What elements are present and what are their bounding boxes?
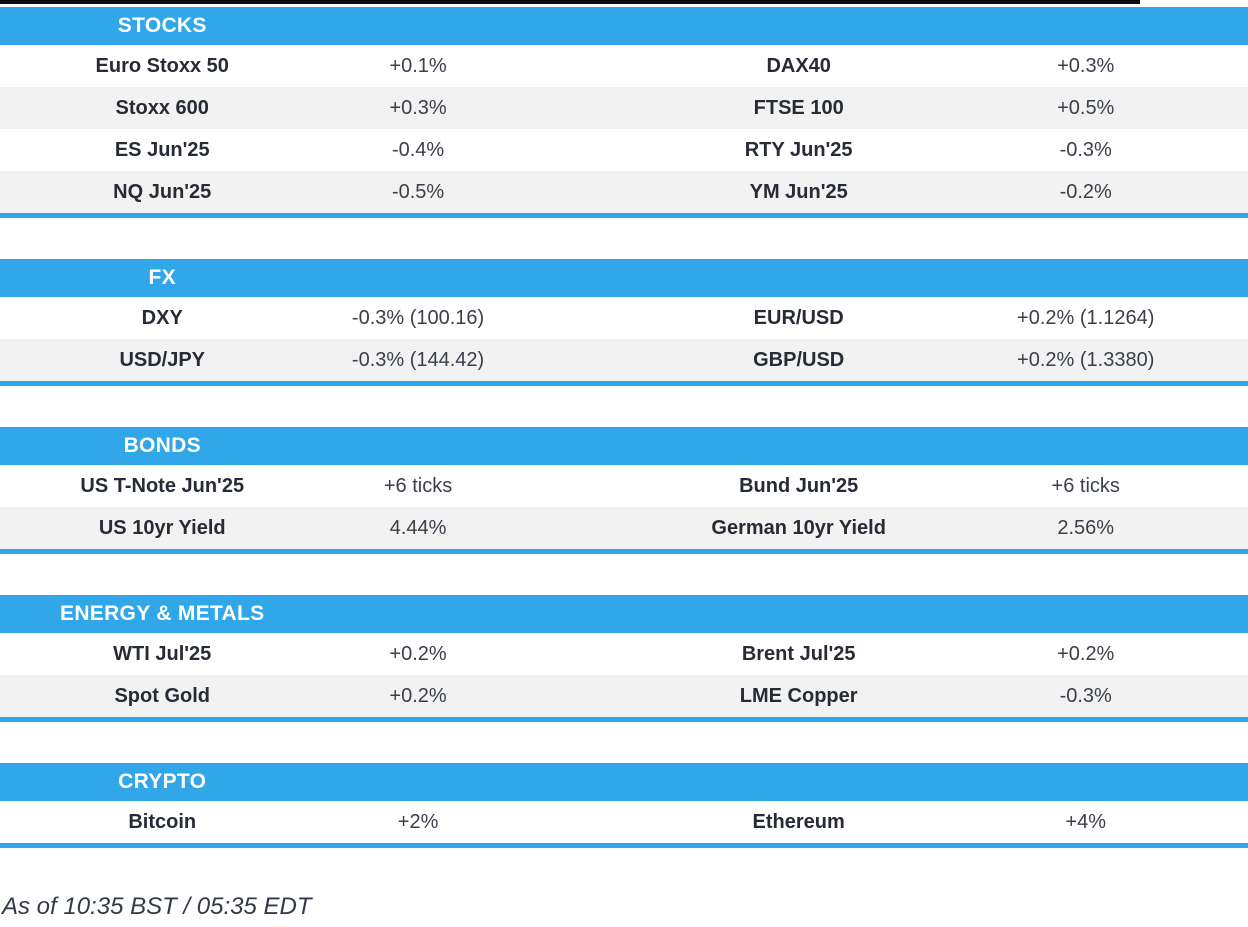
instrument-label: Bund Jun'25 [739,474,859,497]
instrument-value: -0.3% (100.16) [351,306,485,329]
instrument-label: RTY Jun'25 [744,138,853,161]
instrument-label: LME Copper [739,684,858,707]
market-sections: STOCKS Euro Stoxx 50 +0.1% DAX40 +0.3% Stoxx … [0,7,1248,848]
instrument-value: -0.3% [1059,684,1112,707]
instrument-value: +6 ticks [383,474,453,497]
table-row: Bitcoin +2% Ethereum +4% [0,801,1248,843]
instrument-label: Ethereum [752,810,845,833]
instrument-value: +0.1% [389,54,447,77]
instrument-value: -0.3% [1059,138,1112,161]
section-title: FX [148,266,176,289]
section-title: BONDS [123,434,201,457]
instrument-label: YM Jun'25 [749,180,848,203]
instrument-value: +6 ticks [1051,474,1120,497]
instrument-label: Spot Gold [114,684,210,707]
instrument-value: +0.2% [389,642,447,665]
instrument-value: +0.2% [389,684,447,707]
instrument-value: +0.2% (1.3380) [1017,348,1155,371]
table-row: USD/JPY -0.3% (144.42) GBP/USD +0.2% (1.338… [0,339,1248,381]
section-header-fx: FX [0,259,1248,297]
instrument-value: +0.3% [389,96,447,119]
instrument-value: 4.44% [389,516,447,539]
instrument-label: DXY [141,306,183,329]
instrument-label: US T-Note Jun'25 [80,474,245,497]
instrument-label: US 10yr Yield [98,516,226,539]
section-header-bonds: BONDS [0,427,1248,465]
table-row: Euro Stoxx 50 +0.1% DAX40 +0.3% [0,45,1248,87]
instrument-label: Bitcoin [128,810,197,833]
table-row: US T-Note Jun'25 +6 ticks Bund Jun'25 +6 ti… [0,465,1248,507]
top-border-bar [0,0,1140,4]
table-row: NQ Jun'25 -0.5% YM Jun'25 -0.2% [0,171,1248,213]
section-title: CRYPTO [118,770,207,793]
instrument-value: 2.56% [1057,516,1115,539]
section-crypto: CRYPTO Bitcoin +2% Ethereum +4% [0,763,1248,848]
section-stocks: STOCKS Euro Stoxx 50 +0.1% DAX40 +0.3% Stoxx … [0,7,1248,218]
instrument-label: USD/JPY [119,348,206,371]
section-fx: FX DXY -0.3% (100.16) EUR/USD +0.2% (1.1264)… [0,259,1248,386]
instrument-label: DAX40 [766,54,831,77]
instrument-label: WTI Jul'25 [113,642,212,665]
instrument-value: -0.3% (144.42) [351,348,485,371]
instrument-value: +4% [1065,810,1106,833]
section-bonds: BONDS US T-Note Jun'25 +6 ticks Bund Jun'25… [0,427,1248,554]
section-title: ENERGY & METALS [60,602,265,625]
instrument-label: Euro Stoxx 50 [95,54,229,77]
table-row: Stoxx 600 +0.3% FTSE 100 +0.5% [0,87,1248,129]
table-row: WTI Jul'25 +0.2% Brent Jul'25 +0.2% [0,633,1248,675]
table-row: ES Jun'25 -0.4% RTY Jun'25 -0.3% [0,129,1248,171]
section-header-stocks: STOCKS [0,7,1248,45]
table-row: DXY -0.3% (100.16) EUR/USD +0.2% (1.1264) [0,297,1248,339]
instrument-value: +0.3% [1057,54,1115,77]
table-row: US 10yr Yield 4.44% German 10yr Yield 2.56% [0,507,1248,549]
table-row: Spot Gold +0.2% LME Copper -0.3% [0,675,1248,717]
instrument-label: Stoxx 600 [115,96,209,119]
instrument-label: GBP/USD [753,348,845,371]
instrument-value: +0.2% [1057,642,1115,665]
instrument-value: +0.2% (1.1264) [1017,306,1155,329]
instrument-label: FTSE 100 [753,96,844,119]
section-title: STOCKS [117,14,207,37]
section-energy-metals: ENERGY & METALS WTI Jul'25 +0.2% Brent Jul'… [0,595,1248,722]
section-header-energy-metals: ENERGY & METALS [0,595,1248,633]
instrument-label: German 10yr Yield [711,516,886,539]
as-of-timestamp: As of 10:35 BST / 05:35 EDT [2,893,312,920]
instrument-value: -0.5% [391,180,445,203]
instrument-value: +0.5% [1057,96,1115,119]
instrument-value: -0.2% [1059,180,1112,203]
instrument-value: +2% [397,810,439,833]
instrument-label: ES Jun'25 [114,138,210,161]
section-header-crypto: CRYPTO [0,763,1248,801]
instrument-label: NQ Jun'25 [113,180,212,203]
instrument-label: EUR/USD [753,306,844,329]
instrument-value: -0.4% [391,138,445,161]
instrument-label: Brent Jul'25 [741,642,856,665]
